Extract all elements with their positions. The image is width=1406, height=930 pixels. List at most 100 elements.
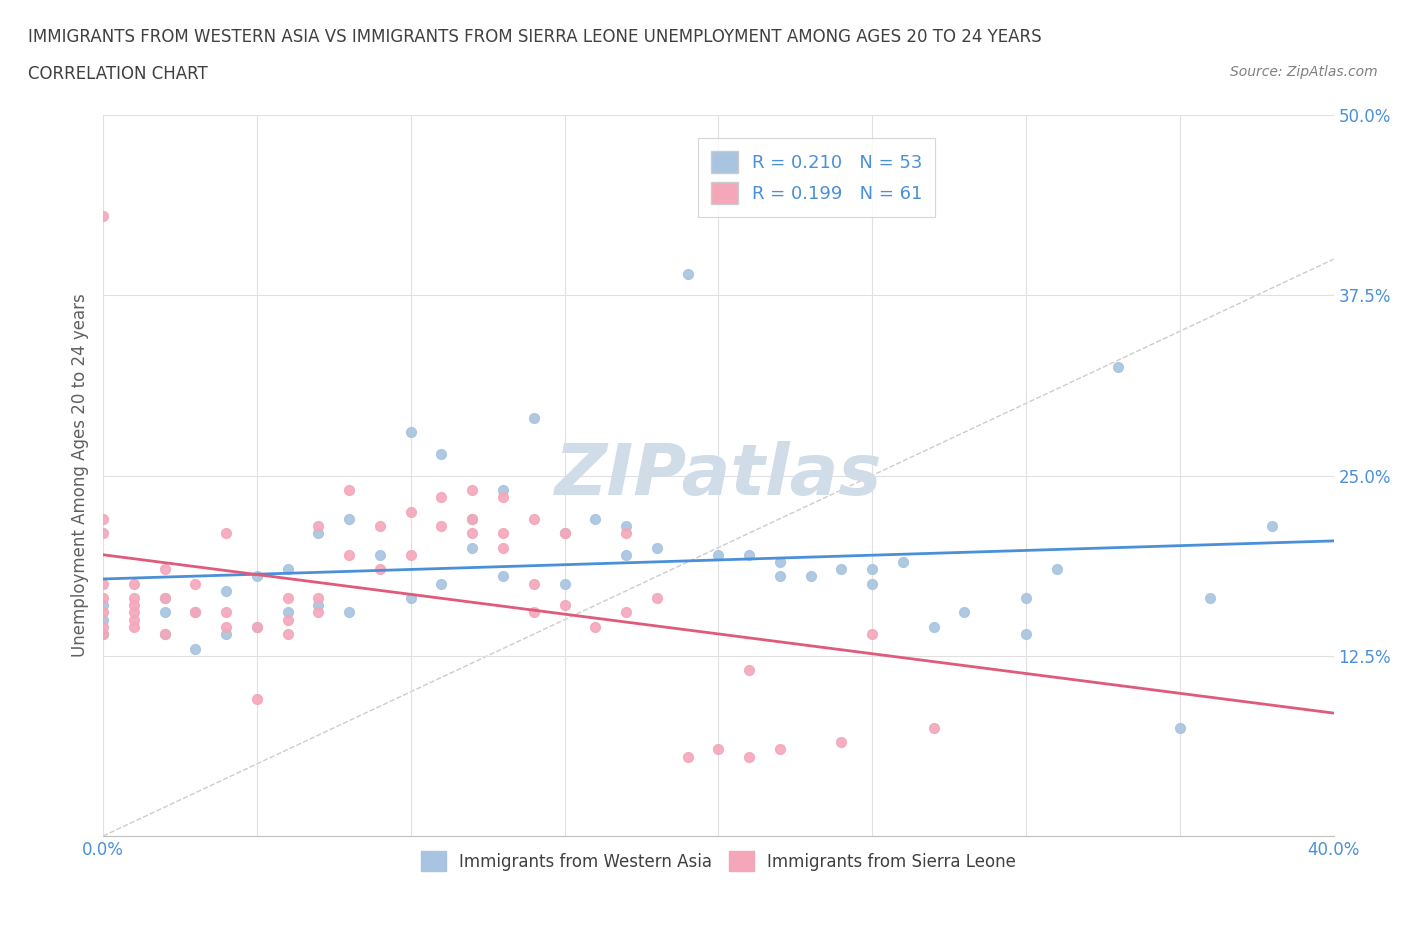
Point	[769, 554, 792, 569]
Point	[368, 562, 391, 577]
Point	[337, 605, 360, 620]
Point	[523, 410, 546, 425]
Point	[492, 490, 515, 505]
Point	[215, 525, 238, 540]
Point	[461, 540, 484, 555]
Point	[1199, 591, 1222, 605]
Point	[523, 577, 546, 591]
Point	[91, 605, 114, 620]
Point	[583, 512, 606, 526]
Point	[122, 605, 145, 620]
Point	[554, 525, 576, 540]
Point	[430, 519, 453, 534]
Point	[184, 577, 207, 591]
Point	[277, 612, 299, 627]
Point	[614, 548, 637, 563]
Point	[1015, 591, 1038, 605]
Point	[277, 605, 299, 620]
Point	[614, 605, 637, 620]
Point	[215, 583, 238, 598]
Point	[860, 627, 883, 642]
Point	[91, 612, 114, 627]
Text: Source: ZipAtlas.com: Source: ZipAtlas.com	[1230, 65, 1378, 79]
Point	[91, 208, 114, 223]
Point	[430, 446, 453, 461]
Point	[769, 742, 792, 757]
Legend: Immigrants from Western Asia, Immigrants from Sierra Leone: Immigrants from Western Asia, Immigrants…	[413, 844, 1022, 878]
Point	[430, 577, 453, 591]
Point	[738, 750, 761, 764]
Point	[461, 512, 484, 526]
Point	[122, 619, 145, 634]
Point	[614, 525, 637, 540]
Point	[922, 721, 945, 736]
Point	[922, 619, 945, 634]
Point	[307, 591, 329, 605]
Point	[122, 598, 145, 613]
Point	[461, 483, 484, 498]
Point	[337, 512, 360, 526]
Point	[1046, 562, 1069, 577]
Point	[91, 591, 114, 605]
Point	[246, 619, 269, 634]
Point	[399, 548, 422, 563]
Point	[860, 562, 883, 577]
Point	[1015, 627, 1038, 642]
Point	[122, 612, 145, 627]
Point	[307, 519, 329, 534]
Point	[399, 425, 422, 440]
Point	[461, 512, 484, 526]
Point	[1107, 360, 1129, 375]
Point	[860, 577, 883, 591]
Point	[215, 605, 238, 620]
Point	[153, 562, 176, 577]
Point	[830, 735, 852, 750]
Point	[430, 490, 453, 505]
Point	[676, 750, 699, 764]
Point	[91, 525, 114, 540]
Point	[215, 627, 238, 642]
Point	[492, 569, 515, 584]
Point	[523, 605, 546, 620]
Point	[277, 627, 299, 642]
Text: IMMIGRANTS FROM WESTERN ASIA VS IMMIGRANTS FROM SIERRA LEONE UNEMPLOYMENT AMONG : IMMIGRANTS FROM WESTERN ASIA VS IMMIGRAN…	[28, 28, 1042, 46]
Point	[738, 663, 761, 678]
Point	[769, 569, 792, 584]
Point	[461, 525, 484, 540]
Point	[1261, 519, 1284, 534]
Point	[800, 569, 823, 584]
Point	[554, 525, 576, 540]
Point	[246, 619, 269, 634]
Point	[368, 548, 391, 563]
Point	[184, 605, 207, 620]
Point	[153, 591, 176, 605]
Point	[707, 548, 730, 563]
Point	[645, 591, 668, 605]
Point	[277, 562, 299, 577]
Text: CORRELATION CHART: CORRELATION CHART	[28, 65, 208, 83]
Point	[277, 591, 299, 605]
Point	[738, 548, 761, 563]
Y-axis label: Unemployment Among Ages 20 to 24 years: Unemployment Among Ages 20 to 24 years	[72, 294, 89, 658]
Point	[246, 692, 269, 707]
Point	[707, 742, 730, 757]
Text: ZIPatlas: ZIPatlas	[554, 441, 882, 510]
Point	[492, 525, 515, 540]
Point	[583, 619, 606, 634]
Point	[676, 266, 699, 281]
Point	[492, 483, 515, 498]
Point	[91, 627, 114, 642]
Point	[399, 591, 422, 605]
Point	[91, 627, 114, 642]
Point	[1168, 721, 1191, 736]
Point	[337, 483, 360, 498]
Point	[153, 627, 176, 642]
Point	[337, 548, 360, 563]
Point	[91, 577, 114, 591]
Point	[246, 569, 269, 584]
Point	[492, 540, 515, 555]
Point	[91, 619, 114, 634]
Point	[953, 605, 976, 620]
Point	[554, 577, 576, 591]
Point	[307, 525, 329, 540]
